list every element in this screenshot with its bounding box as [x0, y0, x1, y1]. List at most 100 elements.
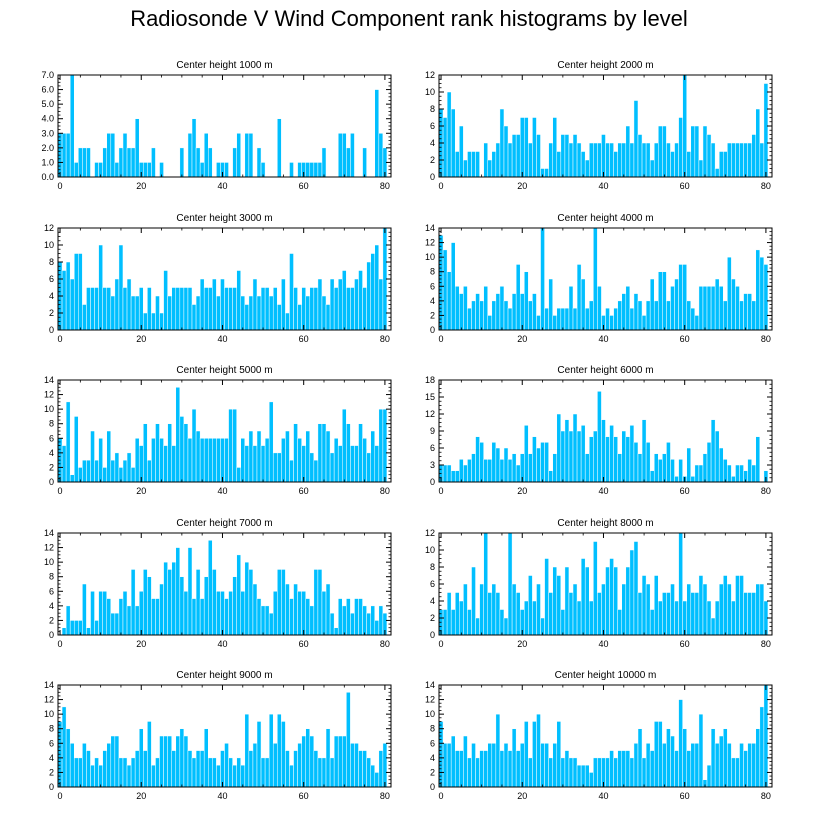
bar — [511, 293, 517, 331]
bar — [378, 605, 384, 636]
bar — [617, 300, 622, 331]
bar — [572, 757, 578, 788]
bar — [471, 453, 476, 483]
bar — [179, 287, 185, 331]
bar — [763, 684, 769, 788]
bar — [491, 583, 497, 636]
bar — [277, 452, 282, 483]
bar — [191, 757, 197, 788]
bar — [297, 162, 302, 178]
panel-7: Center height 7000 m 0 2 4 6 8 10 12 14 0 20 40 60 80 — [44, 518, 392, 649]
bar — [118, 598, 124, 636]
bar — [277, 118, 282, 178]
bar — [90, 764, 95, 788]
bar — [576, 264, 582, 331]
bar — [358, 598, 363, 636]
bar — [556, 151, 562, 178]
bar — [329, 452, 335, 483]
bar — [515, 750, 521, 788]
bar — [313, 162, 319, 178]
bar — [179, 147, 185, 178]
x-tick-label: 60 — [299, 486, 309, 496]
bar — [446, 271, 452, 331]
bar — [183, 423, 189, 483]
bar — [167, 295, 172, 331]
bar — [61, 133, 67, 178]
bar — [759, 706, 765, 788]
bar — [694, 125, 700, 178]
bar — [670, 286, 675, 331]
bar — [65, 133, 71, 178]
bar — [236, 133, 241, 178]
bar — [686, 583, 692, 636]
bar — [706, 134, 712, 178]
bar — [507, 307, 513, 331]
bar — [560, 757, 566, 788]
bar — [658, 459, 663, 483]
bar — [313, 287, 319, 331]
bar — [325, 728, 331, 788]
bar — [110, 459, 116, 483]
bar — [621, 583, 627, 636]
bar — [532, 436, 537, 483]
bar — [118, 244, 124, 331]
bar — [682, 74, 687, 178]
bar — [572, 413, 578, 483]
bar — [653, 300, 659, 331]
bar — [199, 750, 205, 788]
y-tick-label: 12 — [44, 223, 54, 233]
bar — [564, 307, 570, 331]
y-tick-label: 6.0 — [41, 85, 54, 95]
bar — [69, 620, 75, 636]
bar — [649, 750, 655, 788]
bar — [613, 151, 618, 178]
bar — [293, 423, 298, 483]
bar — [191, 304, 197, 331]
bar — [641, 419, 647, 483]
y-tick-label: 8 — [49, 257, 54, 267]
bar — [195, 430, 201, 483]
bar — [645, 300, 651, 331]
bar — [126, 764, 132, 788]
bar — [463, 159, 468, 178]
bar — [649, 470, 655, 483]
bar — [333, 287, 339, 331]
bar — [666, 442, 671, 483]
bar — [285, 312, 290, 331]
bar — [743, 142, 748, 178]
bar — [114, 452, 120, 483]
bar — [98, 438, 103, 483]
bar — [450, 470, 456, 483]
bar — [61, 706, 67, 788]
x-tick-label: 60 — [680, 639, 690, 649]
bar — [471, 151, 476, 178]
bar — [463, 286, 468, 331]
bar — [702, 286, 708, 331]
bar — [495, 713, 501, 788]
bar — [548, 278, 553, 331]
y-tick-label: 5.0 — [41, 99, 54, 109]
bar — [747, 592, 752, 636]
bar — [106, 133, 112, 178]
bar — [301, 735, 306, 788]
bar — [698, 159, 704, 178]
bar — [114, 278, 120, 331]
bar — [208, 147, 213, 178]
bar — [333, 627, 339, 636]
bar — [503, 617, 509, 636]
bar — [130, 569, 136, 636]
bar — [747, 743, 752, 788]
bar — [682, 264, 687, 331]
bar — [686, 151, 692, 178]
y-tick-label: 6 — [49, 586, 54, 596]
bar — [637, 728, 643, 788]
bar — [751, 300, 757, 331]
bar — [576, 430, 582, 483]
bar — [682, 600, 687, 636]
y-tick-label: 2 — [430, 310, 435, 320]
bar — [645, 442, 651, 483]
x-tick-label: 60 — [680, 181, 690, 191]
y-tick-label: 8 — [430, 562, 435, 572]
bar — [110, 295, 116, 331]
